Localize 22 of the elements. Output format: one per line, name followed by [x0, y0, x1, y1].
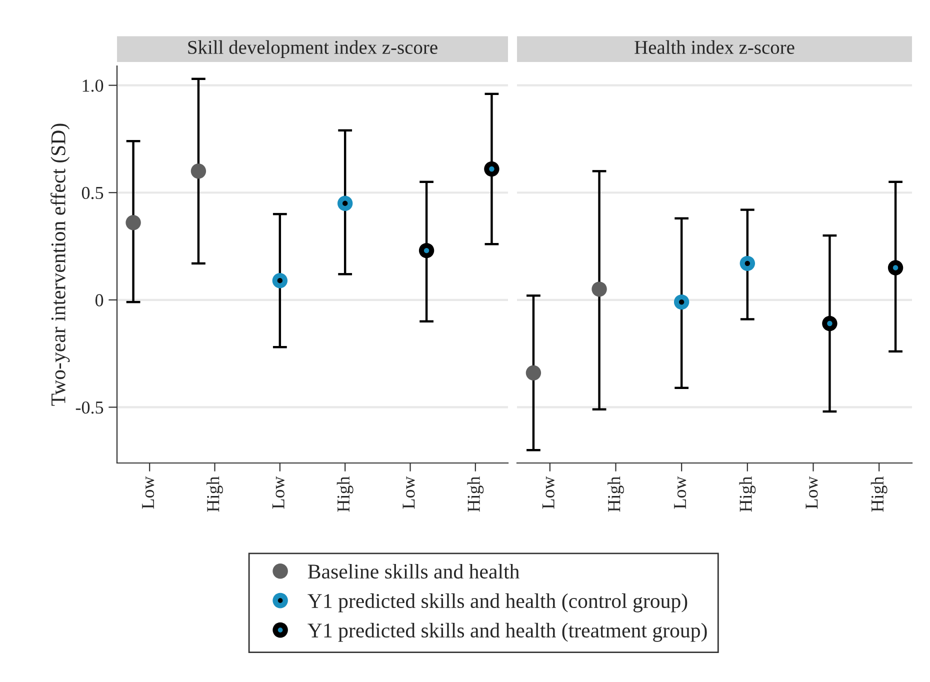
x-tick-label: Low	[542, 476, 554, 509]
x-tick-label: Low	[806, 476, 818, 509]
x-tick-label: High	[467, 476, 484, 512]
legend-label: Baseline skills and health	[308, 564, 520, 579]
y-axis-title: Two-year intervention effect (SD)	[50, 124, 70, 406]
chart-title: Health index z-score	[634, 40, 794, 54]
x-tick-label: High	[739, 476, 756, 512]
y-tick-label: 0	[95, 294, 104, 306]
y-tick-label: -0.5	[76, 401, 104, 414]
x-tick-label: Low	[402, 476, 415, 509]
x-tick-label: High	[870, 476, 888, 512]
x-tick-label: High	[336, 476, 354, 512]
x-tick-label: Low	[674, 476, 686, 509]
legend-label: Y1 predicted skills and health (treatment group)	[308, 622, 707, 642]
x-tick-label: Low	[142, 476, 154, 509]
y-tick-label: 0.5	[82, 186, 104, 200]
y-tick-label: 1.0	[82, 80, 104, 92]
legend-label: Y1 predicted skills and health (control group)	[308, 593, 688, 612]
x-tick-label: High	[608, 476, 624, 512]
chart-title: Skill development index z-score	[188, 40, 438, 58]
x-tick-label: High	[206, 476, 223, 512]
x-tick-label: Low	[272, 476, 284, 509]
